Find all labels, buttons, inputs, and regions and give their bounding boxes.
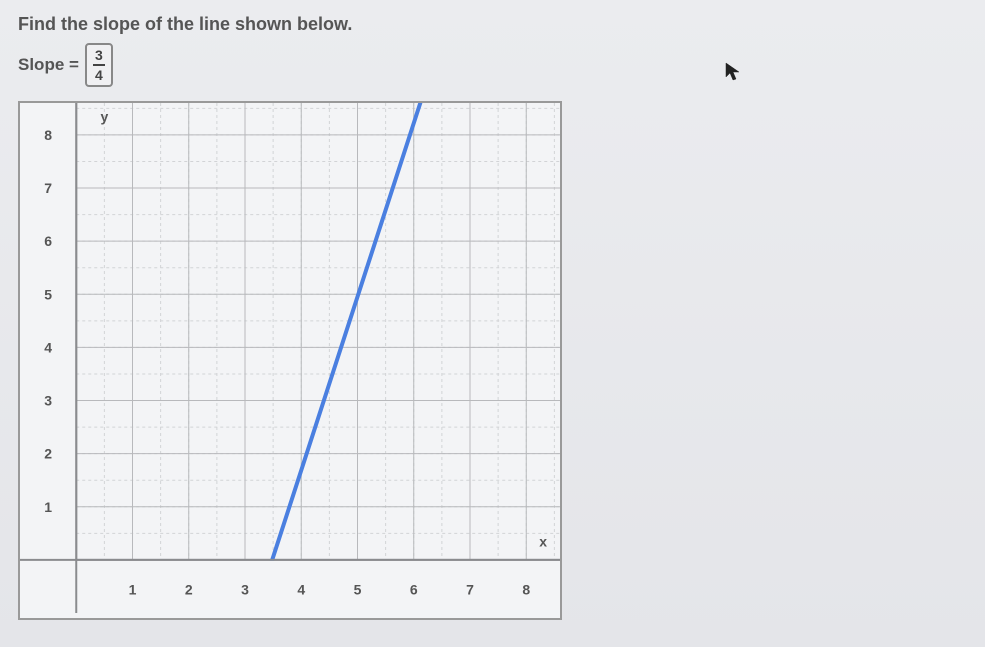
svg-text:8: 8: [522, 581, 530, 597]
chart-container: 1 2 3 4 5 6 7 8 y 1 2 3 4 5 6 7 8 x: [18, 101, 562, 620]
svg-text:7: 7: [44, 180, 52, 196]
page-root: Find the slope of the line shown below. …: [0, 0, 985, 647]
svg-text:4: 4: [44, 339, 52, 355]
question-prompt: Find the slope of the line shown below.: [18, 14, 967, 35]
svg-text:3: 3: [241, 581, 249, 597]
svg-text:y: y: [100, 108, 108, 124]
svg-text:8: 8: [44, 127, 52, 143]
svg-text:3: 3: [44, 393, 52, 409]
svg-text:2: 2: [185, 581, 193, 597]
slope-numerator: 3: [93, 47, 105, 63]
svg-text:x: x: [539, 533, 547, 549]
slope-answer-input[interactable]: 3 4: [85, 43, 113, 87]
svg-text:1: 1: [44, 499, 52, 515]
svg-text:1: 1: [129, 581, 137, 597]
svg-text:5: 5: [44, 286, 52, 302]
slope-row: Slope = 3 4: [18, 43, 967, 87]
slope-denominator: 4: [93, 67, 105, 83]
svg-text:6: 6: [410, 581, 418, 597]
svg-text:5: 5: [354, 581, 362, 597]
fraction-bar: [93, 64, 105, 66]
svg-text:4: 4: [297, 581, 305, 597]
svg-text:2: 2: [44, 446, 52, 462]
slope-label: Slope =: [18, 55, 79, 75]
svg-text:6: 6: [44, 233, 52, 249]
slope-chart: 1 2 3 4 5 6 7 8 y 1 2 3 4 5 6 7 8 x: [20, 103, 560, 613]
svg-text:7: 7: [466, 581, 474, 597]
